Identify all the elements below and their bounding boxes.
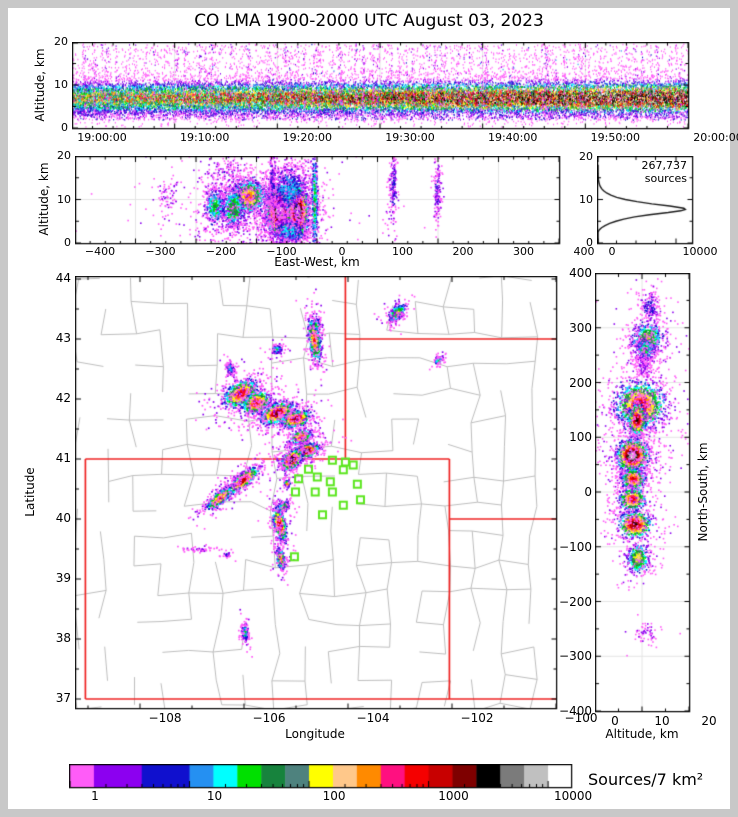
tick-label: 10: [579, 192, 593, 206]
tick-label: 10: [54, 78, 68, 91]
tick-label: −200: [559, 594, 592, 609]
tick-label: −100: [559, 539, 592, 554]
tick-label: 0: [586, 236, 593, 249]
tick-label: 1000: [438, 789, 469, 803]
tick-label: 37: [55, 691, 71, 705]
tick-label: −104: [356, 711, 390, 725]
tick-label: 300: [569, 320, 592, 335]
figure-title: CO LMA 1900-2000 UTC August 03, 2023: [194, 11, 544, 31]
ns-panel-ylabel: North-South, km: [696, 442, 710, 542]
tick-label: −400: [559, 704, 592, 718]
tick-label: 40: [55, 511, 71, 525]
tick-label: −300: [559, 649, 592, 664]
tick-label: 19:00:00: [77, 131, 127, 144]
tick-label: 300: [513, 245, 534, 258]
tick-label: 10: [57, 192, 71, 206]
colorbar-label: Sources/7 km²: [588, 770, 704, 789]
tick-label: 19:20:00: [282, 131, 333, 144]
east-west-altitude-panel: [75, 156, 561, 245]
tick-label: 38: [55, 631, 71, 645]
tick-label: 0: [611, 714, 619, 728]
tick-label: 0: [608, 245, 616, 258]
ew-panel-xlabel: East-West, km: [274, 255, 360, 269]
tick-label: 20:00:00: [693, 131, 738, 144]
tick-label: 0: [61, 121, 68, 134]
tick-label: 0: [64, 236, 71, 249]
histogram-annotation: 267,737 sources: [641, 159, 688, 185]
tick-label: 0: [338, 245, 346, 258]
tick-label: 39: [55, 571, 71, 585]
tick-label: 20: [701, 714, 717, 728]
tick-label: 19:50:00: [590, 131, 641, 144]
tick-label: 43: [55, 331, 71, 345]
tick-label: 10000: [682, 245, 718, 258]
tick-label: 200: [569, 375, 592, 390]
tick-label: 41: [55, 451, 71, 465]
tick-label: 20: [54, 35, 68, 48]
tick-label: −400: [84, 245, 116, 258]
tick-label: 20: [57, 149, 71, 162]
altitude-histogram-panel: [597, 156, 694, 245]
ns-panel-xlabel: Altitude, km: [605, 727, 679, 741]
tick-label: 42: [55, 391, 71, 405]
tick-label: 1: [91, 789, 99, 803]
tick-label: 19:40:00: [487, 131, 538, 144]
tick-label: −102: [460, 711, 494, 725]
tick-label: −300: [145, 245, 176, 258]
colorbar: [69, 764, 573, 789]
lat-lon-map-panel: [75, 276, 558, 710]
tick-label: 44: [55, 271, 71, 285]
north-south-altitude-panel: [595, 273, 691, 713]
tick-label: 20: [579, 150, 593, 163]
tick-label: 0: [584, 485, 592, 499]
tick-label: −100: [564, 711, 598, 725]
tick-label: 10: [654, 714, 670, 728]
tick-label: 10: [206, 789, 223, 803]
tick-label: 100: [392, 245, 413, 258]
tick-label: 10000: [554, 789, 593, 803]
tick-label: −106: [252, 711, 286, 725]
tick-label: 400: [573, 245, 595, 258]
tick-label: 100: [322, 789, 346, 803]
tick-label: 19:10:00: [179, 131, 230, 144]
tick-label: 200: [452, 245, 474, 258]
tick-label: −100: [266, 245, 297, 258]
time-height-panel: [72, 42, 690, 130]
map-ylabel: Latitude: [23, 467, 37, 517]
tick-label: 19:30:00: [385, 131, 435, 144]
map-xlabel: Longitude: [285, 727, 345, 741]
tick-label: 100: [569, 430, 592, 445]
tick-label: −108: [148, 711, 182, 725]
tick-label: −200: [205, 245, 237, 258]
tick-label: 400: [569, 266, 592, 280]
